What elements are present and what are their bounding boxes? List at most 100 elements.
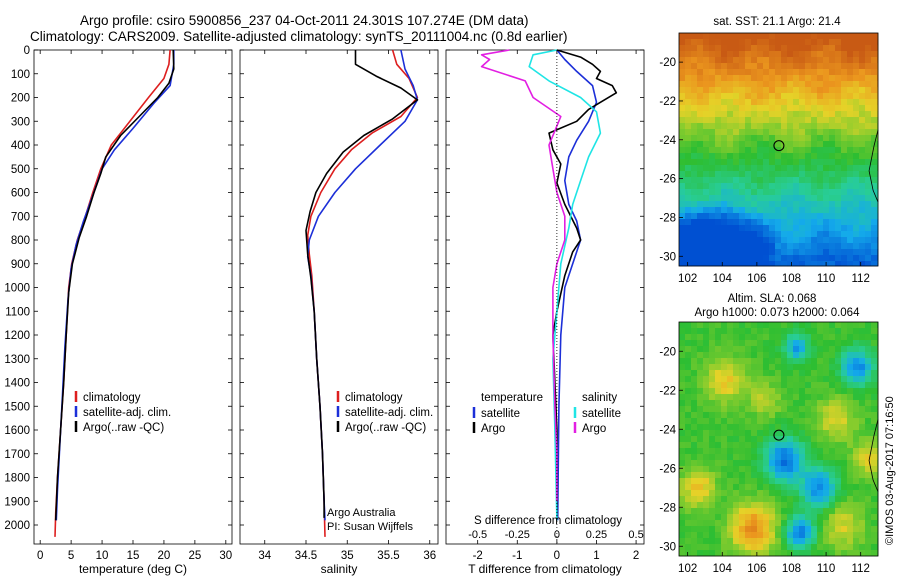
salinity-frame: [239, 49, 439, 545]
temperature-ytick-label: 400: [11, 140, 30, 152]
temperature-ytick-label: 500: [11, 164, 30, 176]
sst_map-ytick-label: -24: [659, 135, 676, 147]
sst_map-coastline: [868, 129, 879, 203]
sla_map-xtick-label: 104: [713, 563, 733, 575]
legend-label: satellite-adj. clim.: [345, 407, 433, 419]
sst_map-ytick-label: -26: [659, 174, 676, 186]
s-tick-label: 0: [554, 529, 560, 541]
sla_map-argo-location-marker: [773, 429, 785, 441]
temperature-ytick-label: 700: [11, 211, 30, 223]
difference-xtick-label: 2: [633, 550, 639, 562]
salinity-xtick-label: 35.5: [377, 550, 399, 562]
sst-map-panel: sat. SST: 21.1 Argo: 21.4 102 104 106 108 110…: [659, 16, 879, 285]
temperature-xlabel: temperature (deg C): [79, 562, 187, 576]
sst_map-xtick-label: 102: [678, 273, 697, 285]
sst_map-xtick-label: 104: [713, 273, 733, 285]
temperature-xtick-label: 30: [219, 550, 232, 562]
annotation-text: PI: Susan Wijffels: [327, 521, 413, 533]
difference-xlabel: T difference from climatology: [468, 562, 622, 576]
sst_map-argo-location-marker: [773, 140, 785, 152]
temperature-ytick-label: 1700: [4, 449, 30, 461]
difference-xtick-label: -1: [512, 550, 522, 562]
sla_map-ytick-label: -26: [659, 463, 676, 475]
sst_map-ytick-label: -30: [659, 251, 676, 263]
sla_map-ytick-label: -30: [659, 541, 676, 553]
sla_map-xtick-label: 112: [852, 563, 870, 575]
temperature-xtick-label: 10: [96, 550, 109, 562]
credit-stamp: ©IMOS 03-Aug-2017 07:16:50: [884, 396, 896, 545]
legend-label: climatology: [83, 392, 141, 404]
temperature-ytick-label: 2000: [4, 520, 30, 532]
temperature-ytick-label: 1000: [4, 283, 30, 295]
sst_map-xtick-label: 108: [782, 273, 801, 285]
temperature-ytick-label: 1100: [5, 306, 30, 318]
difference-xtick-label: 1: [593, 550, 599, 562]
temperature-ytick-label: 600: [11, 188, 30, 200]
s-diff-label: S difference from climatology: [474, 515, 622, 527]
sst_map-ytick-label: -28: [659, 212, 676, 224]
temperature-xtick-label: 15: [127, 550, 140, 562]
temperature-ytick-label: 0: [24, 45, 30, 57]
difference-xtick-label: 0: [554, 550, 560, 562]
salinity-xtick-label: 34: [258, 550, 271, 562]
salinity-xtick-label: 36: [423, 550, 436, 562]
sla_map-ytick-label: -20: [659, 346, 676, 358]
sla_map-xtick-label: 106: [747, 563, 766, 575]
s-tick-label: -0.5: [468, 529, 487, 541]
temperature-ytick-label: 100: [11, 69, 30, 81]
temperature-ytick-label: 800: [11, 235, 30, 247]
sla-map-title-line2: Argo h1000: 0.073 h2000: 0.064: [695, 307, 861, 319]
temperature-ytick-label: 200: [11, 93, 30, 105]
sla_map-coastline: [868, 419, 879, 492]
legend-title-temperature: temperature: [481, 392, 543, 404]
legend-label: satellite: [481, 408, 520, 420]
sla_map-ytick-label: -22: [659, 385, 676, 397]
annotation-text: Argo Australia: [327, 507, 396, 519]
temperature-ytick-label: 1200: [4, 330, 30, 342]
salinity-panel: 34 34.5 35 35.5 36 salinity climatology satelli…: [239, 49, 439, 576]
sst_map-ytick-label: -22: [659, 96, 676, 108]
temperature-ytick-label: 1800: [4, 473, 30, 485]
temperature-panel: 0 5 10 15 20 25 300100200300400500600700800900…: [4, 45, 233, 576]
salinity-xtick-label: 34.5: [295, 550, 317, 562]
s-tick-label: -0.25: [505, 529, 530, 541]
legend-label: satellite: [582, 408, 621, 420]
series-argo-raw-qc-: [54, 49, 175, 521]
salinity-xlabel: salinity: [321, 562, 358, 576]
temperature-ytick-label: 300: [11, 116, 30, 128]
sla_map-ytick-label: -28: [659, 502, 676, 514]
series-argo-raw-qc-: [305, 50, 419, 518]
temperature-frame: [33, 49, 233, 545]
sla-map-panel: Altim. SLA: 0.068 Argo h1000: 0.073 h2000…: [659, 293, 879, 575]
sst_map-xtick-label: 112: [852, 273, 870, 285]
temperature-ytick-label: 1600: [4, 425, 30, 437]
legend-label: Argo(..raw -QC): [83, 422, 164, 434]
series-t-satellite: [556, 49, 598, 521]
sst_map-xtick-label: 110: [817, 273, 835, 285]
sst-map-title: sat. SST: 21.1 Argo: 21.4: [713, 16, 841, 28]
sla_map-frame: [678, 321, 879, 557]
figure-title-line2: Climatology: CARS2009. Satellite-adjuste…: [30, 29, 568, 44]
s-tick-label: 0.25: [586, 529, 607, 541]
temperature-ytick-label: 1300: [4, 354, 30, 366]
legend-label: Argo(..raw -QC): [345, 422, 426, 434]
temperature-xtick-label: 20: [158, 550, 171, 562]
sla_map-xtick-label: 110: [817, 563, 835, 575]
sla_map-xtick-label: 102: [678, 563, 697, 575]
temperature-ytick-label: 1400: [4, 378, 30, 390]
sst_map-frame: [678, 32, 879, 267]
series-s-satellite: [528, 49, 602, 521]
temperature-xtick-label: 5: [68, 550, 74, 562]
legend-label: Argo: [481, 423, 505, 435]
legend-label: climatology: [345, 392, 403, 404]
series-s-argo: [480, 49, 566, 502]
sst_map-ytick-label: -20: [659, 57, 676, 69]
s-tick-label: 0.5: [628, 529, 643, 541]
figure-title-line1: Argo profile: csiro 5900856_237 04-Oct-2…: [80, 13, 529, 28]
legend-label: Argo: [582, 423, 606, 435]
temperature-ytick-label: 1900: [4, 496, 30, 508]
temperature-ytick-label: 900: [11, 259, 30, 271]
sla_map-heatmap-cells: [679, 322, 879, 557]
sla_map-ytick-label: -24: [659, 424, 676, 436]
legend-label: satellite-adj. clim.: [83, 407, 171, 419]
